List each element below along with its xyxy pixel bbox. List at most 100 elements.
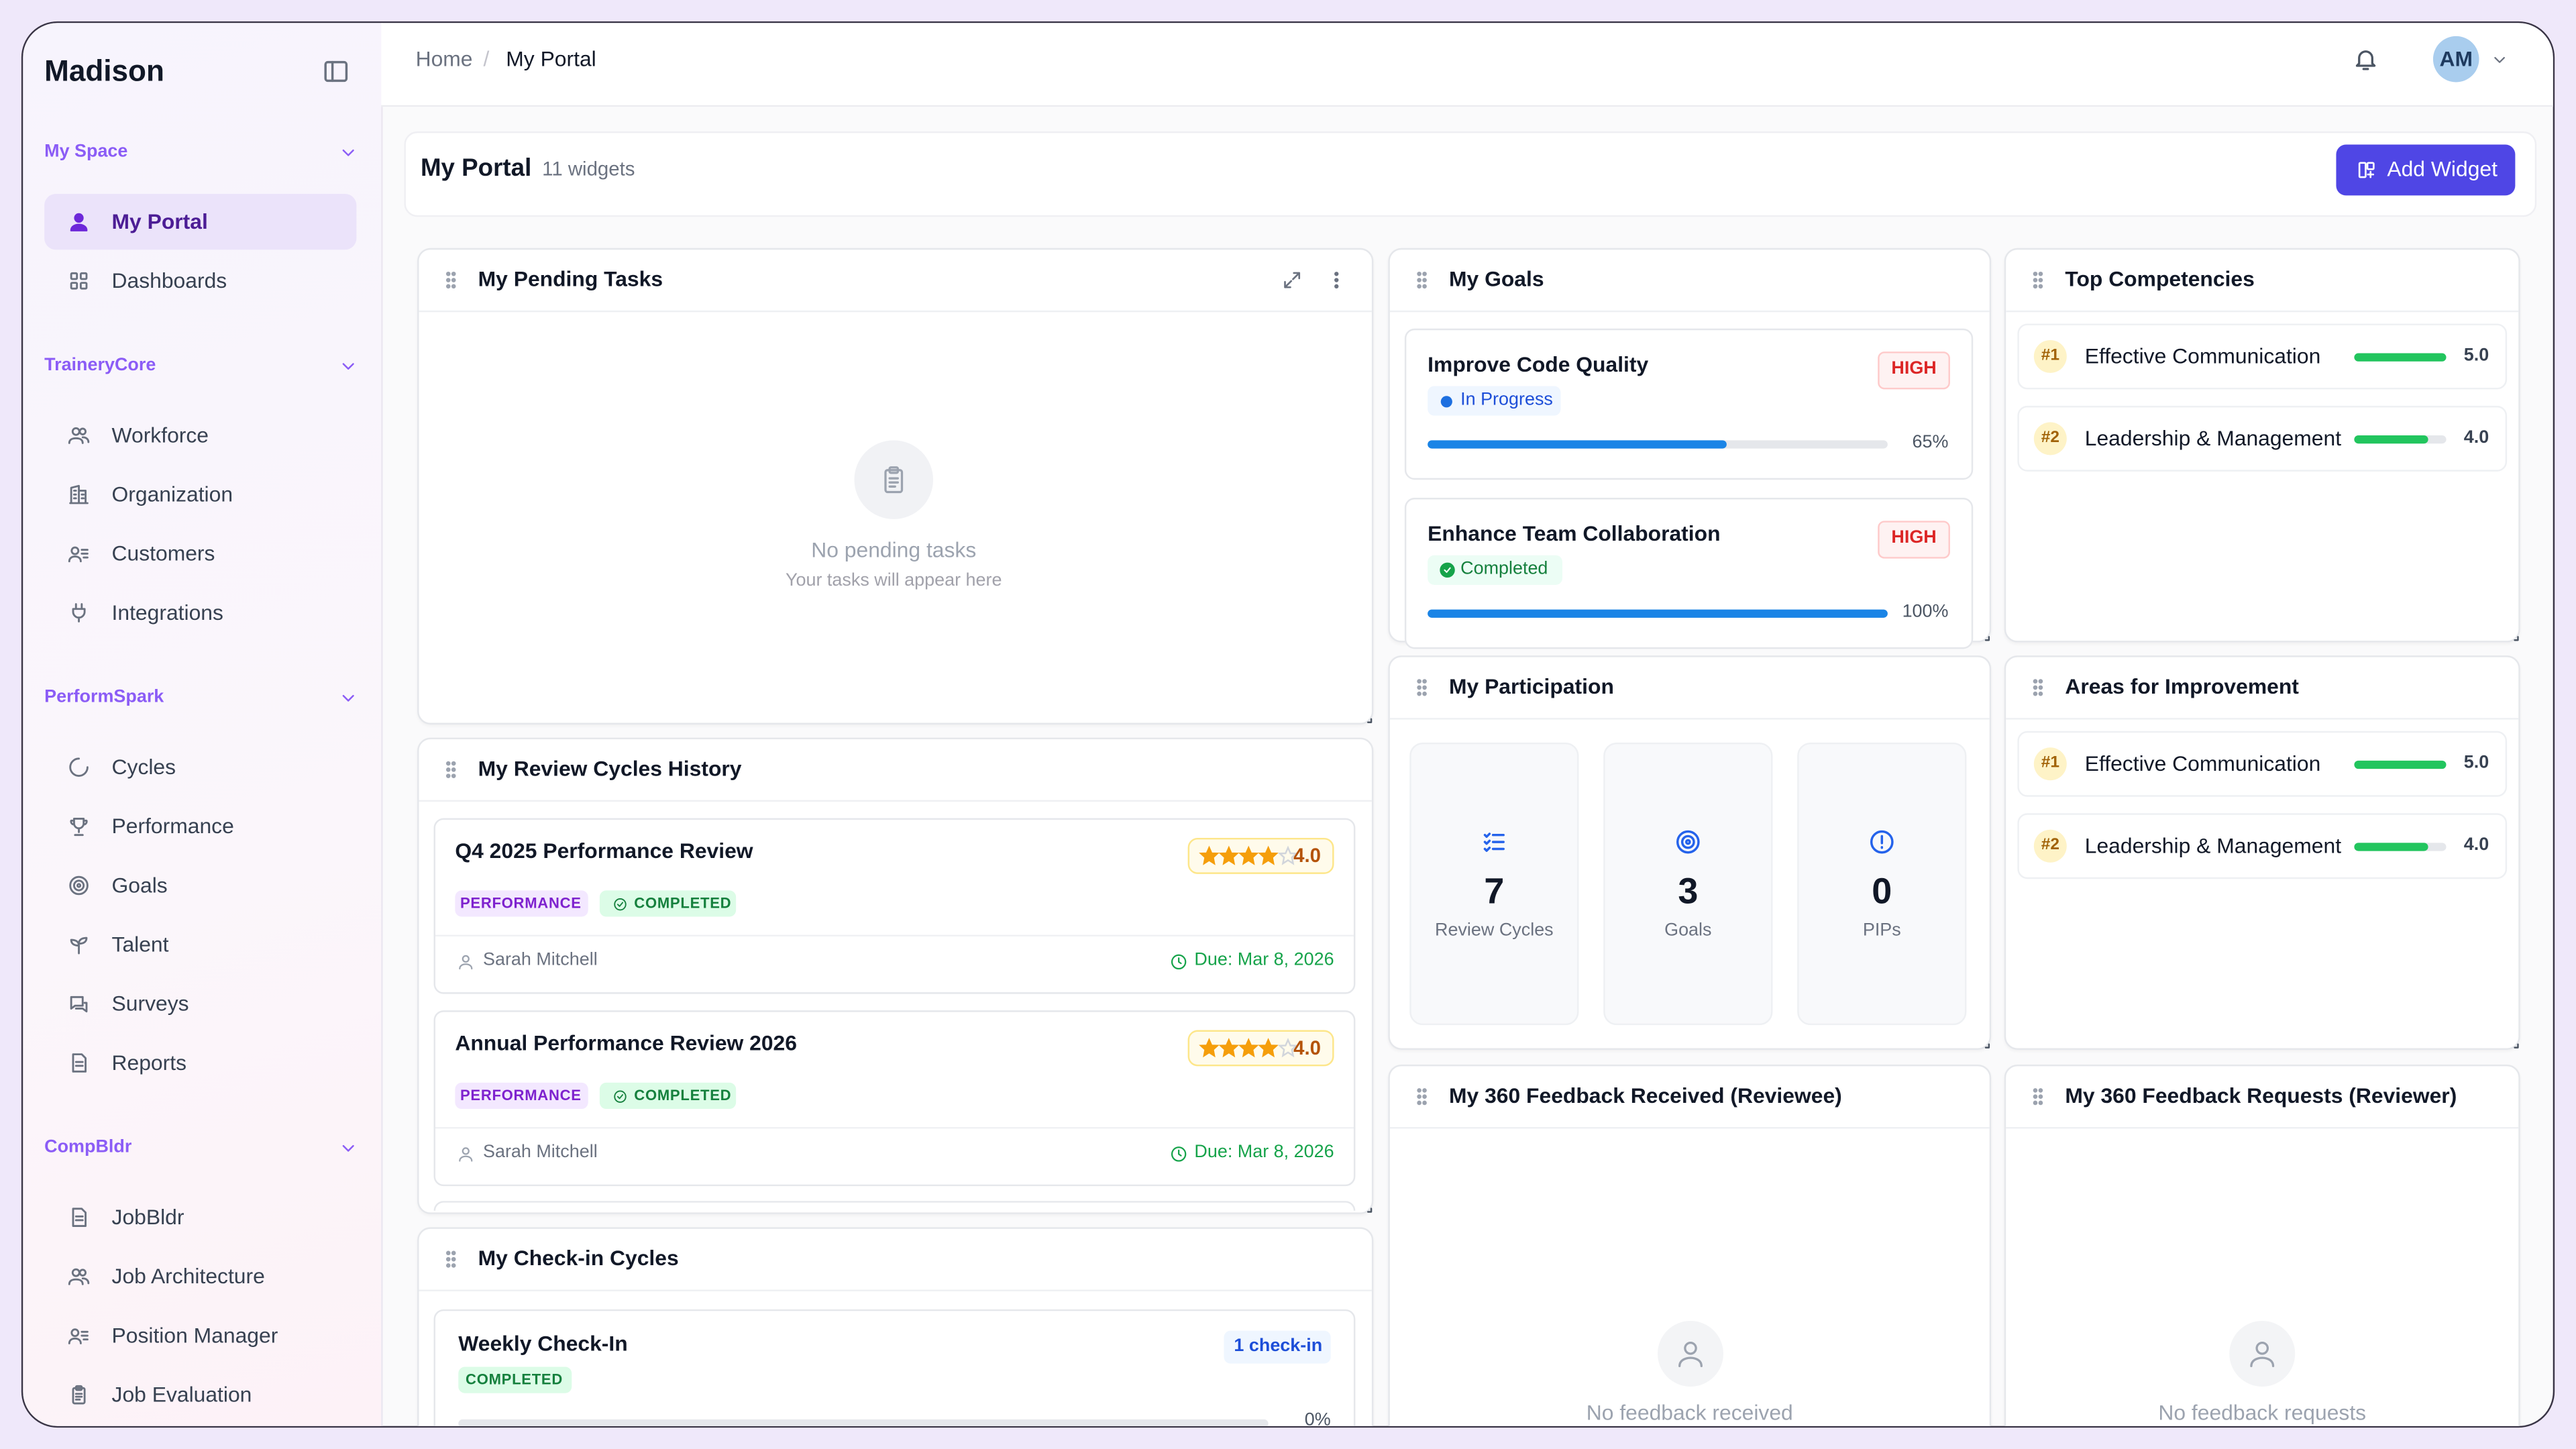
nav-icon bbox=[72, 1385, 86, 1405]
nav-label: Dashboards bbox=[111, 268, 227, 293]
icon-part bbox=[461, 954, 469, 962]
nav-icon bbox=[70, 213, 88, 231]
nav-icon bbox=[68, 1328, 89, 1344]
icon-part bbox=[884, 469, 904, 494]
icon-part bbox=[72, 1208, 87, 1227]
rating-label: 4.0 bbox=[1293, 1036, 1321, 1060]
status-badge bbox=[599, 890, 737, 917]
drag-handle bbox=[1416, 1087, 1426, 1105]
card-divider bbox=[1389, 310, 1990, 313]
section-title: My Space bbox=[44, 142, 128, 162]
icon-part bbox=[2032, 277, 2037, 282]
nav-label: Workforce bbox=[111, 422, 209, 447]
nav-item[interactable] bbox=[44, 857, 356, 913]
reviewer-name: Sarah Mitchell bbox=[483, 950, 598, 970]
drag-handle bbox=[2032, 270, 2043, 288]
icon-part bbox=[1870, 829, 1894, 853]
icon-part bbox=[69, 484, 89, 504]
icon-part bbox=[74, 1393, 83, 1401]
reviewer-name: Sarah Mitchell bbox=[483, 1142, 598, 1163]
item-divider bbox=[435, 934, 1354, 936]
avatar[interactable] bbox=[2432, 36, 2479, 83]
card-divider bbox=[419, 800, 1372, 802]
competency-name: Leadership & Management bbox=[2084, 425, 2342, 451]
empty-title: No feedback requests bbox=[2158, 1400, 2367, 1425]
checkin-item bbox=[433, 1309, 1356, 1426]
icon-part bbox=[445, 766, 450, 771]
nav-icon bbox=[72, 1053, 87, 1073]
icon-part bbox=[2514, 636, 2519, 641]
icon-part bbox=[1421, 684, 1426, 689]
empty-icon bbox=[884, 466, 904, 494]
icon-part bbox=[2357, 161, 2366, 178]
icon-part bbox=[78, 427, 87, 435]
rank-badge bbox=[2033, 829, 2067, 863]
icon-part bbox=[1421, 1099, 1426, 1105]
stat-icon bbox=[1870, 829, 1894, 853]
icon-part bbox=[69, 875, 89, 896]
icon-part bbox=[1483, 832, 1505, 851]
nav-item[interactable] bbox=[44, 976, 356, 1032]
icon-part bbox=[1676, 829, 1700, 853]
icon-part bbox=[1984, 636, 1990, 641]
icon-part bbox=[1416, 1087, 1421, 1092]
resize-handle bbox=[2514, 636, 2519, 641]
icon-part bbox=[1421, 277, 1426, 282]
icon-part bbox=[1421, 678, 1426, 683]
icon-part bbox=[1677, 1356, 1702, 1367]
icon-part bbox=[2037, 1093, 2043, 1098]
nav-item[interactable] bbox=[44, 917, 356, 973]
icon-part bbox=[1421, 283, 1426, 288]
icon-part bbox=[323, 60, 347, 81]
icon-part bbox=[79, 272, 88, 280]
empty-title: No pending tasks bbox=[811, 537, 977, 563]
nav-label: Integrations bbox=[111, 600, 223, 625]
reviewer-icon bbox=[458, 954, 472, 969]
icon-part bbox=[72, 879, 85, 892]
resize-handle bbox=[1366, 718, 1373, 723]
add-widget-button[interactable] bbox=[2336, 144, 2516, 196]
checkin-count-badge bbox=[1224, 1330, 1331, 1364]
resize-handle bbox=[1366, 1208, 1373, 1213]
icon-part bbox=[445, 773, 450, 777]
icon-part bbox=[74, 213, 84, 223]
icon-part bbox=[2037, 277, 2043, 282]
priority-badge bbox=[1878, 520, 1950, 558]
icon-part bbox=[616, 1093, 623, 1099]
nav-label: Organization bbox=[111, 482, 233, 506]
section-chevron bbox=[342, 149, 354, 156]
nav-icon bbox=[68, 546, 89, 563]
icon-part bbox=[450, 1250, 455, 1254]
brand: Madison bbox=[44, 54, 164, 88]
stat-value: 7 bbox=[1484, 870, 1505, 912]
section-title: CompBldr bbox=[44, 1137, 132, 1158]
item-divider bbox=[435, 1127, 1354, 1129]
section-title: TraineryCore bbox=[44, 355, 156, 376]
drag-handle bbox=[445, 270, 455, 288]
icon-part bbox=[1682, 1342, 1697, 1355]
nav-icon bbox=[68, 427, 90, 444]
icon-part bbox=[1170, 953, 1186, 969]
widget-count: 11 widgets bbox=[542, 157, 635, 180]
drag-handle bbox=[445, 1250, 455, 1267]
card-divider bbox=[1389, 1127, 1990, 1129]
nav-item[interactable] bbox=[44, 193, 357, 250]
icon-part bbox=[445, 270, 450, 276]
icon-part bbox=[342, 149, 354, 156]
icon-part bbox=[71, 427, 80, 436]
progress-fill bbox=[1428, 608, 1888, 617]
nav-item[interactable] bbox=[44, 1189, 356, 1245]
score-label: 4.0 bbox=[2463, 427, 2489, 448]
nav-icon bbox=[69, 875, 89, 896]
icon-part bbox=[70, 282, 78, 290]
icon-part bbox=[1177, 956, 1181, 964]
icon-part bbox=[1283, 271, 1299, 288]
breadcrumb-current: My Portal bbox=[506, 46, 596, 71]
nav-item[interactable] bbox=[44, 1035, 356, 1091]
rank-badge bbox=[2033, 339, 2067, 373]
icon-part bbox=[79, 282, 88, 290]
nav-item[interactable] bbox=[44, 739, 356, 795]
icon-part bbox=[450, 773, 455, 777]
icon-part bbox=[2037, 678, 2043, 683]
